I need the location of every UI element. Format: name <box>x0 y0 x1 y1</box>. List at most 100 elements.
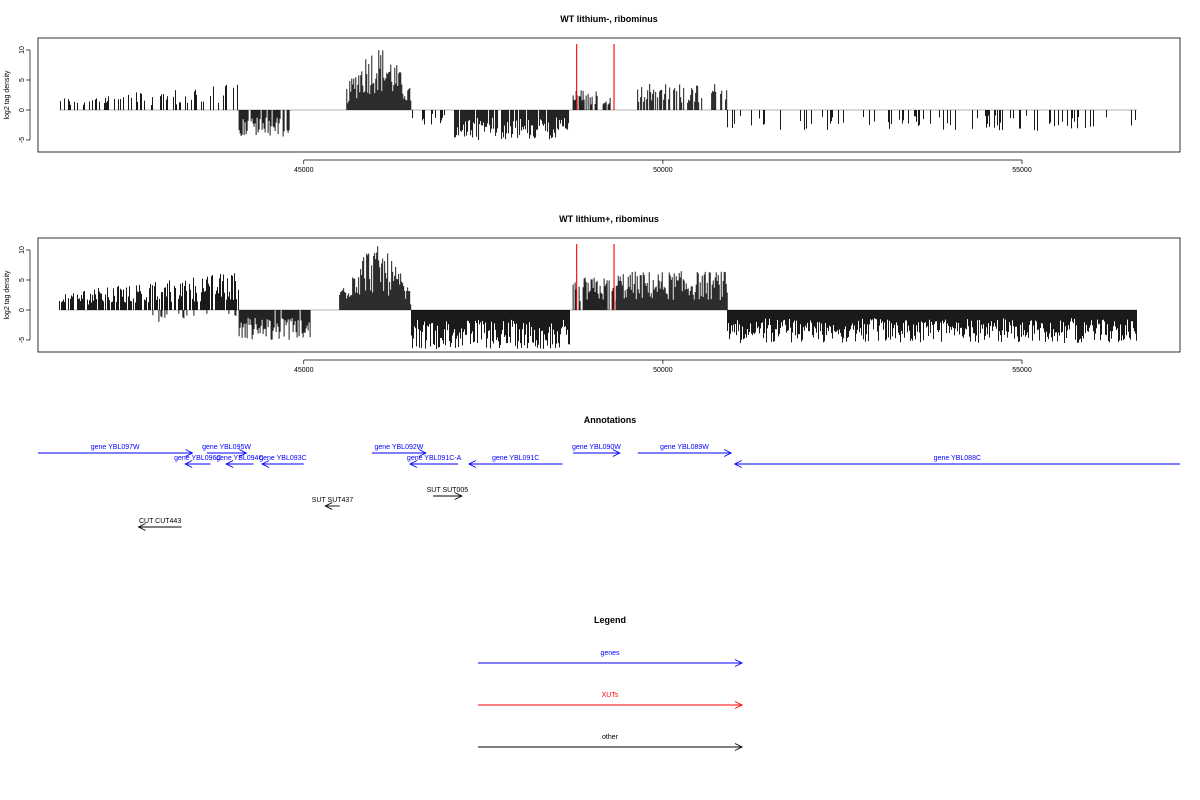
density-segment <box>412 110 445 125</box>
feature-label: gene YBL090W <box>572 444 621 451</box>
x-tick-label: 45000 <box>294 167 314 174</box>
feature-arrow <box>371 449 427 457</box>
feature-gene-ybl091c: gene YBL091C <box>467 455 563 468</box>
density-segment <box>615 271 728 310</box>
y-tick-label: -5 <box>19 337 26 343</box>
y-tick-label: -5 <box>19 137 26 143</box>
feature-label: CUT CUT443 <box>139 518 181 525</box>
legend-label: genes <box>600 650 620 657</box>
arrow-head <box>723 449 733 457</box>
feature-label: gene YBL091C <box>492 455 539 462</box>
density-segment <box>60 84 238 110</box>
feature-label: gene YBL093C <box>259 455 306 462</box>
y-axis-label: log2 tag density <box>4 70 11 120</box>
density-segment <box>152 310 237 322</box>
y-tick-label: 5 <box>19 278 26 282</box>
arrow-head <box>734 701 744 709</box>
plot-frame <box>37 237 1181 353</box>
track-panel-2: WT lithium+, ribominus -5 0 5 10 log2 tag den… <box>4 214 1181 374</box>
legend-arrow <box>478 659 744 667</box>
density-segment <box>238 110 290 137</box>
x-tick-label: 50000 <box>653 367 673 374</box>
feature-arrow <box>637 449 733 457</box>
feature-label: gene YBL091C-A <box>407 455 462 462</box>
feature-arrow <box>433 492 463 500</box>
arrow-head <box>734 659 744 667</box>
arrow-head <box>409 460 418 468</box>
feature-label: gene YBL089W <box>660 444 709 451</box>
density-segment <box>454 110 570 140</box>
feature-gene-ybl088c: gene YBL088C <box>733 455 1180 468</box>
density-segment <box>637 83 728 110</box>
feature-arrow <box>733 460 1180 468</box>
feature-label: gene YBL096C <box>174 455 221 462</box>
arrow-head <box>261 460 270 468</box>
feature-arrow <box>225 460 254 468</box>
x-tick-label: 50000 <box>653 167 673 174</box>
feature-cut-cut443: CUT CUT443 <box>137 518 182 531</box>
track-title: WT lithium+, ribominus <box>559 214 659 224</box>
arrow-head <box>733 460 742 468</box>
feature-gene-ybl094c: gene YBL094C <box>216 455 264 468</box>
legend-item-other: other <box>478 734 744 751</box>
feature-gene-ybl096c: gene YBL096C <box>174 455 221 468</box>
feature-gene-ybl091c-a: gene YBL091C-A <box>407 455 462 468</box>
arrow-head <box>324 502 333 510</box>
density-segment <box>339 246 412 310</box>
feature-arrow <box>38 449 194 457</box>
density-segment <box>59 273 239 310</box>
legend-item-xuts: XUTs <box>478 692 744 709</box>
feature-gene-ybl089w: gene YBL089W <box>637 444 733 457</box>
feature-arrow <box>137 523 182 531</box>
feature-label: SUT SUT005 <box>427 487 469 494</box>
feature-arrow <box>467 460 563 468</box>
y-tick-label: 10 <box>19 46 26 54</box>
density-segment <box>572 277 617 310</box>
x-tick-label: 45000 <box>294 367 314 374</box>
legend-title: Legend <box>594 615 626 625</box>
density-segment <box>727 110 1136 131</box>
x-tick-label: 55000 <box>1012 167 1032 174</box>
feature-label: SUT SUT437 <box>312 497 354 504</box>
arrow-head <box>612 449 621 457</box>
feature-sut-sut437: SUT SUT437 <box>312 497 354 510</box>
density-segment <box>238 310 311 340</box>
y-tick-label: 10 <box>19 246 26 254</box>
feature-label: gene YBL097W <box>91 444 140 451</box>
feature-arrow <box>184 460 211 468</box>
arrow-head <box>454 492 463 500</box>
density-segment <box>572 90 611 110</box>
feature-gene-ybl097w: gene YBL097W <box>38 444 194 457</box>
feature-gene-ybl093c: gene YBL093C <box>259 455 307 468</box>
track-title: WT lithium-, ribominus <box>560 14 658 24</box>
density-segment <box>346 50 412 110</box>
legend-item-genes: genes <box>478 650 744 667</box>
density-segment <box>727 310 1137 343</box>
legend-arrow <box>478 743 744 751</box>
arrow-head <box>734 743 744 751</box>
y-tick-label: 5 <box>19 78 26 82</box>
feature-arrow <box>261 460 304 468</box>
y-axis-label: log2 tag density <box>4 270 11 320</box>
legend-label: XUTs <box>602 692 619 699</box>
arrow-head <box>239 449 248 457</box>
feature-gene-ybl092w: gene YBL092W <box>371 444 427 457</box>
arrow-head <box>418 449 427 457</box>
plot-frame <box>37 37 1181 153</box>
arrow-head <box>185 449 194 457</box>
feature-label: gene YBL095W <box>202 444 251 451</box>
feature-label: gene YBL092W <box>374 444 423 451</box>
x-tick-label: 55000 <box>1012 367 1032 374</box>
annotations-title: Annotations <box>584 415 637 425</box>
arrow-head <box>137 523 146 531</box>
density-segment <box>411 310 570 349</box>
feature-sut-sut005: SUT SUT005 <box>427 487 469 500</box>
feature-arrow <box>206 449 248 457</box>
feature-arrow <box>409 460 459 468</box>
y-tick-label: 0 <box>19 308 26 312</box>
feature-label: gene YBL094C <box>216 455 263 462</box>
arrow-head <box>225 460 234 468</box>
arrow-head <box>467 460 477 468</box>
